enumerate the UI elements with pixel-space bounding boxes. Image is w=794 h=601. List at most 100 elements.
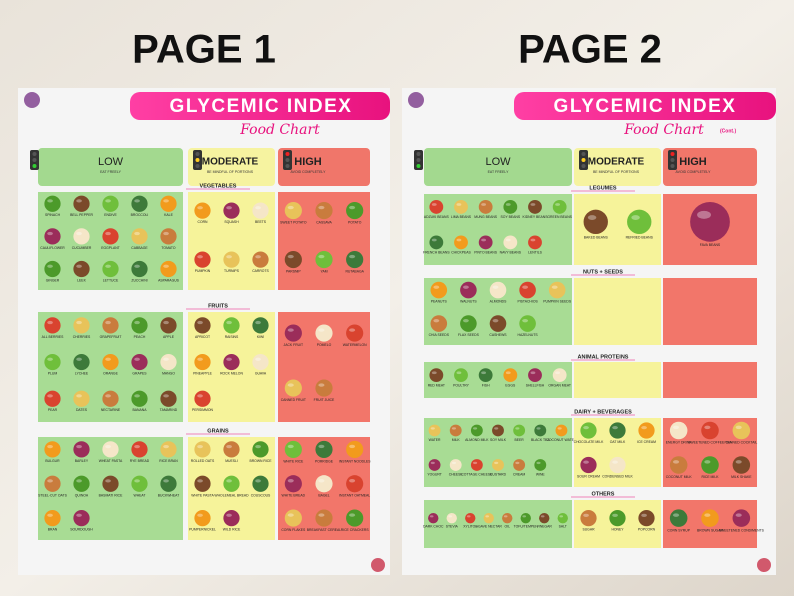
food-icon-highlight	[47, 357, 53, 361]
food-label: CANNED COCKTAIL	[725, 441, 757, 445]
food-icon-highlight	[105, 320, 111, 325]
food-icon	[131, 353, 148, 371]
food-icon-highlight	[349, 444, 356, 449]
food-icon	[102, 195, 119, 212]
legend-label: LOW	[485, 156, 511, 168]
food-label: YOGURT	[427, 472, 441, 476]
food-icon-highlight	[47, 264, 53, 268]
food-icon-highlight	[287, 444, 294, 449]
food-label: ALMOND MILK	[465, 438, 489, 442]
food-label: SWEET POTATO	[280, 221, 307, 225]
food-icon	[609, 422, 626, 439]
food-label: SPINACH	[45, 213, 61, 217]
food-label: CORN FLAKES	[281, 528, 306, 532]
food-icon	[284, 475, 302, 493]
food-label: PERSIMMON	[192, 408, 213, 412]
food-icon-highlight	[536, 427, 541, 430]
food-icon	[460, 281, 477, 299]
traffic-lamp	[670, 152, 675, 156]
food-label: SALT	[559, 525, 567, 529]
legend-note: EAT FREELY	[100, 170, 121, 174]
food-label: SOY BEANS	[501, 215, 521, 219]
food-icon	[519, 281, 536, 299]
food-icon	[669, 509, 688, 527]
food-label: EGGPLANT	[101, 246, 119, 250]
food-icon	[483, 512, 494, 524]
food-label: COCONUT WATER	[546, 438, 576, 442]
food-icon-highlight	[492, 319, 499, 323]
food-icon	[580, 456, 597, 474]
food-label: WHEAT	[134, 493, 146, 497]
food-label: PEANUTS	[431, 300, 448, 304]
food-label: ALL BERRIES	[42, 335, 64, 339]
food-icon	[539, 512, 550, 524]
food-icon-highlight	[226, 357, 232, 361]
food-icon	[223, 509, 240, 527]
food-icon-highlight	[463, 319, 469, 323]
food-icon	[701, 456, 719, 474]
food-icon-highlight	[287, 328, 294, 332]
food-icon	[102, 475, 119, 492]
food-icon-highlight	[76, 199, 82, 203]
food-icon	[160, 228, 177, 245]
food-icon-highlight	[226, 255, 232, 259]
food-label: CHERRIES	[73, 335, 91, 339]
legend-box	[278, 148, 370, 186]
food-icon-highlight	[503, 515, 508, 518]
food-icon	[223, 441, 240, 458]
section-label: DAIRY + BEVERAGES	[574, 409, 632, 415]
food-icon-highlight	[557, 427, 562, 430]
food-icon	[701, 509, 719, 527]
traffic-lamp	[195, 158, 200, 162]
legend-box	[424, 148, 572, 186]
food-label: ICE CREAM	[637, 440, 656, 444]
food-label: OIL	[505, 525, 511, 529]
food-label: BLACK TEA	[531, 438, 550, 442]
food-icon-highlight	[530, 238, 536, 242]
food-label: ENERGY DRINK	[666, 441, 692, 445]
food-label: BROWN RICE	[249, 459, 272, 463]
food-icon	[430, 281, 448, 299]
food-icon	[44, 353, 61, 371]
food-icon	[478, 368, 493, 383]
food-label: WATER	[429, 438, 441, 442]
food-label: PARSNIP	[286, 270, 301, 274]
food-icon	[160, 390, 177, 407]
food-label: STEEL-CUT OATS	[38, 493, 67, 497]
food-label: RUTABAGA	[345, 270, 364, 274]
food-icon-highlight	[481, 238, 487, 242]
food-icon	[465, 512, 476, 524]
food-icon	[73, 317, 90, 334]
food-icon-highlight	[431, 371, 437, 375]
food-label: SOY MILK	[490, 438, 507, 442]
food-icon	[315, 324, 333, 342]
food-icon	[223, 251, 240, 268]
food-label: VINEGAR	[537, 525, 553, 529]
food-label: PUMPKIN SEEDS	[543, 300, 572, 304]
food-icon	[638, 422, 655, 439]
food-icon-highlight	[287, 479, 294, 483]
title: GLYCEMIC INDEX	[170, 96, 353, 117]
section-label: LEGUMES	[589, 185, 617, 191]
food-label: BROCCOLI	[131, 213, 149, 217]
decor-fruit	[408, 92, 424, 108]
food-label: ALMONDS	[490, 300, 508, 304]
food-icon-highlight	[47, 444, 53, 449]
food-icon	[284, 509, 302, 527]
food-label: RED MEAT	[428, 383, 445, 387]
food-label: CARROTS	[252, 269, 269, 273]
decor-fruit	[371, 558, 385, 572]
food-icon	[520, 512, 531, 524]
food-icon-highlight	[287, 513, 294, 517]
food-label: PINEAPPLE	[193, 372, 213, 376]
section-label: OTHERS	[592, 491, 615, 497]
food-icon	[223, 353, 240, 371]
food-icon	[194, 441, 211, 458]
food-icon-highlight	[318, 513, 325, 517]
food-icon-highlight	[163, 357, 169, 361]
traffic-lamp	[416, 152, 421, 156]
food-label: ZUCCHINI	[131, 279, 147, 283]
food-label: COUSCOUS	[251, 493, 271, 497]
food-label: SWEETENED CONDIMENTS	[719, 528, 765, 532]
food-icon	[489, 281, 507, 299]
